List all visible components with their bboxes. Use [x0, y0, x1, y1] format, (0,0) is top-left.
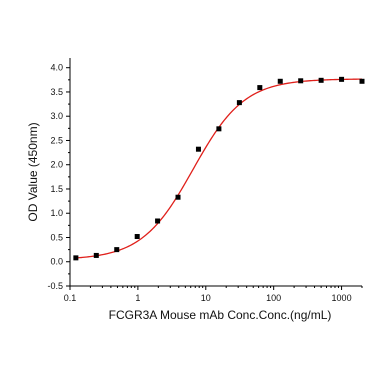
y-tick-label: 2.5 [50, 135, 63, 145]
data-point [155, 218, 161, 224]
y-tick-label: 4.0 [50, 63, 63, 73]
y-tick-label: 1.0 [50, 208, 63, 218]
y-tick-label: 0.0 [50, 257, 63, 267]
data-point [216, 126, 222, 132]
data-point [93, 252, 99, 258]
y-tick-label: 2.0 [50, 160, 63, 170]
data-point [318, 77, 324, 83]
data-point [195, 146, 201, 152]
y-tick-label: 3.5 [50, 87, 63, 97]
axes [69, 58, 362, 287]
y-axis-title: OD Value (450nm) [26, 122, 40, 221]
data-point [257, 85, 263, 91]
data-point [298, 78, 304, 84]
y-ticks: -0.5 0.0 0.5 1.0 1.5 2.0 2.5 3.0 3.5 4.0 [47, 63, 70, 291]
fit-curve [75, 78, 363, 259]
x-ticks: 0.1 1 10 100 1000 [64, 286, 363, 303]
data-point [114, 247, 120, 253]
x-axis-title: FCGR3A Mouse mAb Conc.Conc.(ng/mL) [109, 308, 332, 322]
y-tick-label: 0.5 [50, 232, 63, 242]
x-tick-label: 100 [266, 293, 281, 303]
y-tick-label: 1.5 [50, 184, 63, 194]
data-point [175, 194, 181, 200]
data-point [277, 78, 283, 84]
y-tick-label: 3.0 [50, 111, 63, 121]
x-tick-label: 1 [135, 293, 140, 303]
data-point [359, 78, 365, 84]
x-tick-label: 0.1 [64, 293, 77, 303]
data-point [339, 76, 345, 82]
y-tick-label: -0.5 [47, 281, 63, 291]
data-point [73, 255, 79, 261]
x-tick-label: 10 [201, 293, 211, 303]
data-points [73, 76, 365, 261]
data-point [134, 234, 140, 240]
x-tick-label: 1000 [332, 293, 352, 303]
data-point [236, 100, 242, 106]
